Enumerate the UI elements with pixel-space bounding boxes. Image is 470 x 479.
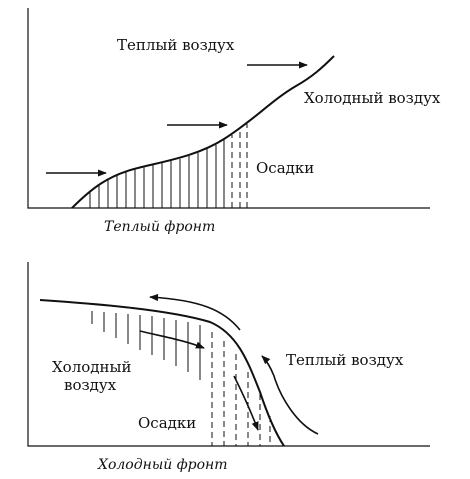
warm-front-cold-air-label: Холодный воздух <box>304 89 441 107</box>
cold-front-panel: Холодный воздух Теплый воздух Осадки Хол… <box>27 262 430 473</box>
cold-front-precip-dashes <box>211 332 271 446</box>
warm-front-surface-line <box>71 55 335 209</box>
warm-front-panel: Теплый воздух Холодный воздух Осадки Теп… <box>27 8 441 235</box>
cold-front-cold-air-label-line1: Холодный <box>52 358 131 376</box>
cold-front-cold-air-label-line2: воздух <box>64 376 117 394</box>
warm-front-precip-dashes <box>231 124 248 208</box>
cold-front-warm-air-label: Теплый воздух <box>286 351 404 369</box>
cold-front-axes <box>27 262 430 447</box>
cold-front-arrow-lower <box>233 375 259 431</box>
warm-front-warm-air-label: Теплый воздух <box>117 36 235 54</box>
cold-front-arrow-right <box>261 355 319 435</box>
cold-front-caption: Холодный фронт <box>97 457 228 473</box>
cold-front-precip-label: Осадки <box>138 414 196 432</box>
cold-front-precip-hatch <box>91 311 201 380</box>
warm-front-precip-label: Осадки <box>256 159 314 177</box>
warm-front-precip-hatch <box>89 140 225 208</box>
cold-front-arrow-upper <box>149 293 241 331</box>
cold-front-surface-line <box>39 299 285 447</box>
warm-front-caption: Теплый фронт <box>104 219 215 235</box>
cold-front-arrow-middle <box>139 330 205 349</box>
warm-front-axes <box>27 8 430 209</box>
